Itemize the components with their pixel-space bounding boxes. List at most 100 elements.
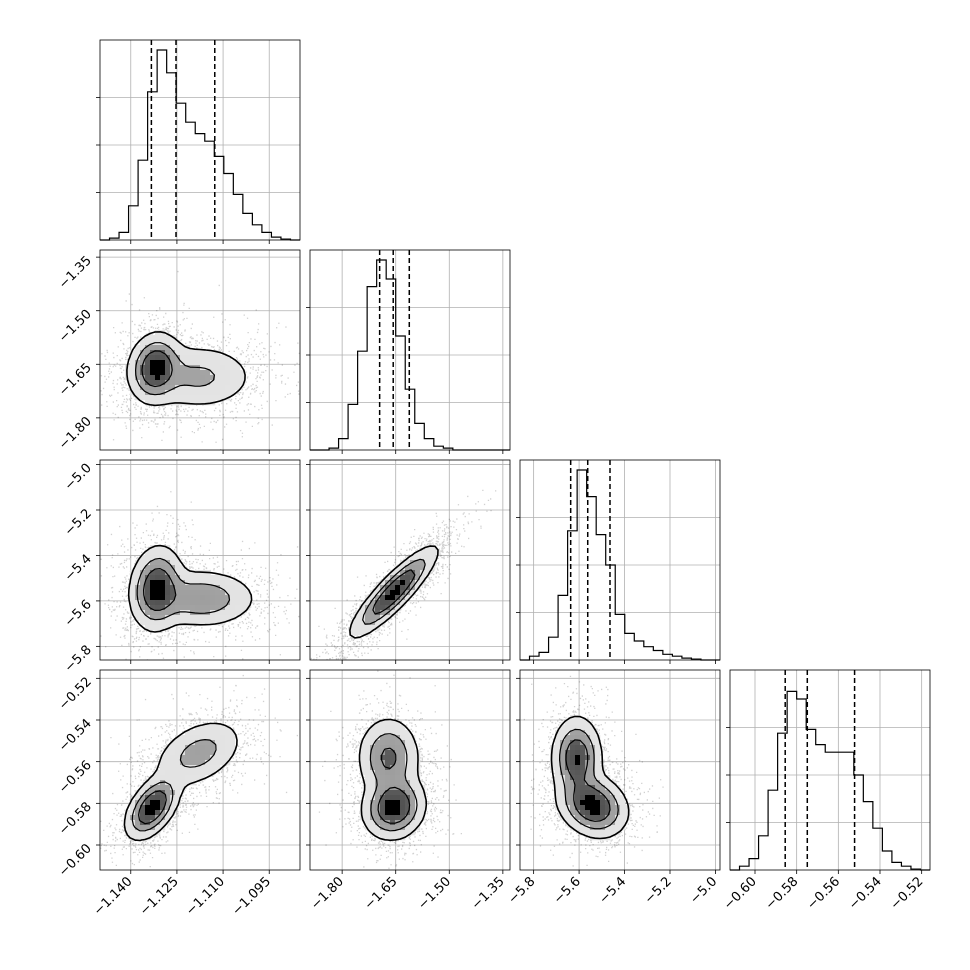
- density-cell: [155, 575, 161, 581]
- density-cell: [590, 735, 596, 741]
- density-cell: [165, 575, 171, 581]
- density-cell: [550, 750, 556, 756]
- density-cell: [405, 745, 411, 751]
- density-cell: [190, 385, 196, 391]
- density-cell: [165, 805, 171, 811]
- density-cell: [150, 830, 156, 836]
- density-cell: [185, 605, 191, 611]
- density-cell: [600, 820, 606, 826]
- density-cell: [210, 615, 216, 621]
- density-cell: [375, 785, 381, 791]
- density-cell: [380, 805, 386, 811]
- density-cell: [160, 365, 166, 371]
- density-cell: [370, 595, 376, 601]
- density-cell: [200, 355, 206, 361]
- density-cell: [370, 740, 376, 746]
- density-cell: [590, 825, 596, 831]
- density-cell: [585, 830, 591, 836]
- density-cell: [140, 620, 146, 626]
- density-cell: [165, 585, 171, 591]
- density-cell: [390, 790, 396, 796]
- contour-line: [141, 350, 173, 388]
- density-cell: [175, 380, 181, 386]
- density-cell: [170, 575, 176, 581]
- density-cell: [615, 815, 621, 821]
- density-cell: [205, 360, 211, 366]
- density-cell: [565, 785, 571, 791]
- density-cell: [160, 345, 166, 351]
- density-cell: [160, 570, 166, 576]
- density-cell: [160, 755, 166, 761]
- density-cell: [180, 780, 186, 786]
- density-cell: [395, 600, 401, 606]
- density-cell: [570, 810, 576, 816]
- density-cell: [155, 605, 161, 611]
- density-cell: [145, 815, 151, 821]
- density-cell: [210, 730, 216, 736]
- density-panel-3-0: −1.140 −1.125 −1.110 −1.095−0.60−0.58−0.56−…: [56, 669, 301, 919]
- density-cell: [135, 820, 141, 826]
- density-cell: [195, 615, 201, 621]
- density-cell: [145, 615, 151, 621]
- density-cell: [565, 790, 571, 796]
- density-cell: [145, 825, 151, 831]
- density-cell: [400, 730, 406, 736]
- density-cell: [175, 560, 181, 566]
- density-cell: [585, 790, 591, 796]
- density-cell: [585, 785, 591, 791]
- density-cell: [570, 770, 576, 776]
- density-cell: [580, 805, 586, 811]
- density-cell: [430, 550, 436, 556]
- axes-frame: [99, 669, 301, 871]
- density-cell: [140, 570, 146, 576]
- density-cell: [595, 795, 601, 801]
- density-cell: [170, 395, 176, 401]
- density-cell: [210, 390, 216, 396]
- density-cell: [210, 395, 216, 401]
- density-cell: [170, 775, 176, 781]
- density-cell: [185, 365, 191, 371]
- density-cell: [180, 570, 186, 576]
- density-cell: [135, 575, 141, 581]
- density-cell: [185, 580, 191, 586]
- density-cell: [560, 725, 566, 731]
- density-cell: [175, 340, 181, 346]
- density-cell: [155, 785, 161, 791]
- density-cell: [585, 765, 591, 771]
- density-cell: [405, 730, 411, 736]
- density-cell: [570, 730, 576, 736]
- density-cell: [625, 810, 631, 816]
- density-cell: [190, 380, 196, 386]
- density-cell: [225, 385, 231, 391]
- density-cell: [200, 585, 206, 591]
- density-cell: [230, 610, 236, 616]
- density-cell: [235, 590, 241, 596]
- density-cell: [570, 795, 576, 801]
- density-cell: [405, 740, 411, 746]
- density-cell: [365, 775, 371, 781]
- density-cell: [170, 810, 176, 816]
- density-cell: [585, 770, 591, 776]
- density-cell: [190, 745, 196, 751]
- density-cell: [230, 745, 236, 751]
- density-cell: [555, 745, 561, 751]
- density-cell: [165, 360, 171, 366]
- density-cell: [410, 795, 416, 801]
- density-cell: [415, 815, 421, 821]
- density-cell: [235, 380, 241, 386]
- density-cell: [550, 755, 556, 761]
- density-cell: [150, 820, 156, 826]
- density-cell: [205, 395, 211, 401]
- density-cell: [185, 370, 191, 376]
- density-cell: [585, 720, 591, 726]
- density-cell: [165, 335, 171, 341]
- density-cell: [195, 600, 201, 606]
- density-cell: [165, 755, 171, 761]
- density-cell: [380, 820, 386, 826]
- density-cell: [430, 555, 436, 561]
- density-cell: [170, 560, 176, 566]
- density-cell: [150, 550, 156, 556]
- density-cell: [195, 360, 201, 366]
- density-cell: [135, 365, 141, 371]
- density-cell: [235, 365, 241, 371]
